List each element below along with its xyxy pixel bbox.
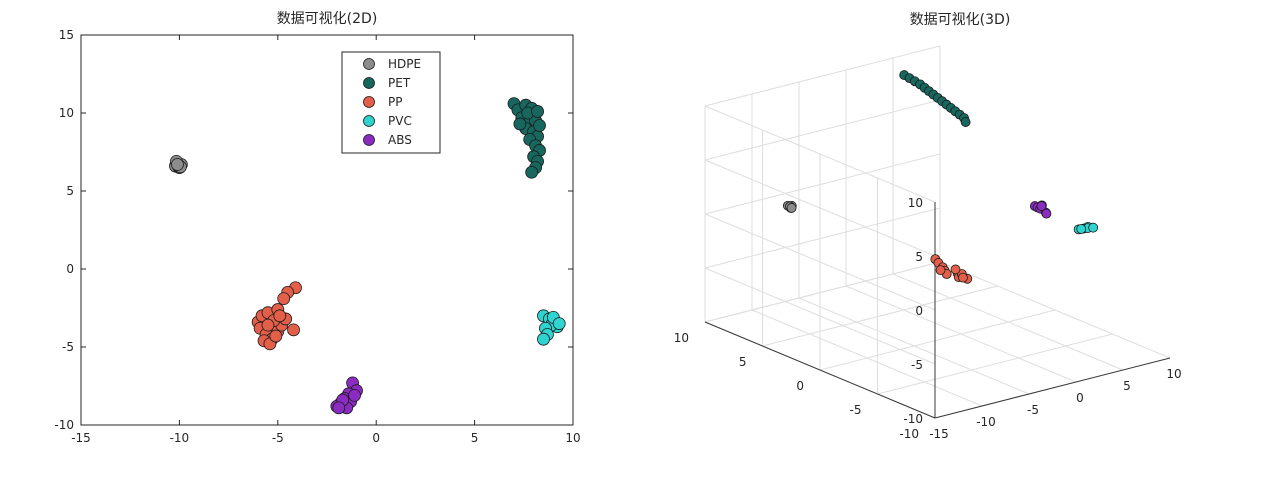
- data-point: [348, 388, 361, 402]
- series-abs: [1029, 200, 1052, 219]
- data-point: [287, 323, 300, 337]
- data-point: [1076, 224, 1087, 234]
- y-tick-label: -5: [850, 403, 862, 417]
- z-tick-label: -5: [911, 358, 923, 372]
- data-point: [332, 401, 346, 415]
- data-point: [935, 265, 946, 276]
- legend-entry: PP: [388, 95, 402, 109]
- floor-grid-line: [877, 333, 1113, 395]
- legend-marker: [363, 96, 375, 108]
- data-point: [960, 117, 971, 127]
- data-point: [1036, 201, 1047, 211]
- legend-entry: ABS: [388, 133, 412, 147]
- x-tick-label: 5: [1123, 379, 1131, 393]
- y-tick-label: 0: [796, 379, 804, 393]
- data-point: [786, 203, 797, 213]
- data-point: [950, 264, 961, 275]
- floor-grid-line: [819, 309, 1056, 371]
- data-point: [552, 317, 566, 331]
- chart-title-2d: 数据可视化(2D): [277, 11, 378, 27]
- y-tick-label: -10: [899, 427, 919, 441]
- z-tick-label: 0: [915, 304, 923, 318]
- series-hdpe: [782, 200, 797, 213]
- back-grid-line: [704, 207, 941, 269]
- data-point: [1088, 222, 1099, 233]
- floor-grid-line: [762, 285, 998, 347]
- side-grid-line: [704, 267, 936, 365]
- z-tick-label: 5: [915, 250, 923, 264]
- y-axis-line: [704, 321, 936, 419]
- x-tick-label: 10: [1166, 367, 1181, 381]
- x-tick-label: 0: [1076, 391, 1084, 405]
- data-point: [273, 309, 287, 323]
- z-tick-label: -10: [903, 412, 923, 426]
- x-axis-line: [934, 357, 1171, 419]
- side-grid-line: [704, 159, 936, 257]
- y-tick-label: 5: [66, 184, 74, 198]
- chart-title-3d: 数据可视化(3D): [910, 12, 1011, 28]
- series-pp: [251, 281, 302, 351]
- x-tick-label: 5: [471, 431, 479, 445]
- y-tick-label: 15: [59, 28, 74, 42]
- y-tick-label: -10: [54, 418, 74, 432]
- data-point: [261, 318, 275, 332]
- plot-area: [80, 34, 574, 426]
- scatter-3d-figure: -15 -10 -5 0 5 10 -10 -5 0 5 10 -10 -5 0 5 10 数据可视化(3D): [635, 0, 1269, 476]
- legend-2d: HDPE PET PP PVC ABS: [341, 51, 441, 154]
- y-tick-label: 10: [59, 106, 74, 120]
- data-point: [269, 329, 283, 343]
- legend-entry: PVC: [388, 114, 412, 128]
- legend-marker: [363, 134, 375, 146]
- side-grid-line: [704, 213, 936, 311]
- back-grid-line: [704, 261, 941, 323]
- back-grid-line: [704, 99, 941, 161]
- series-pet: [507, 97, 546, 179]
- series-pp: [930, 254, 973, 284]
- scatter-2d-figure: -15 -10 -5 0 5 10 -10 -5 0 5 10 15 数据可视化(2D) HDPE PET P…: [0, 0, 635, 476]
- legend-marker: [363, 77, 375, 89]
- series-pvc: [537, 309, 566, 346]
- x-tick-label: -5: [272, 431, 284, 445]
- legend-marker: [363, 58, 375, 70]
- x-tick-label: -10: [976, 415, 996, 429]
- series-abs: [330, 376, 363, 415]
- side-grid-line: [704, 105, 936, 203]
- x-tick-label: 10: [565, 431, 580, 445]
- series-hdpe: [169, 154, 188, 175]
- x-tick-label: -15: [929, 427, 949, 441]
- y-tick-label: 5: [739, 355, 747, 369]
- data-point: [513, 117, 527, 131]
- legend-entry: HDPE: [388, 57, 421, 71]
- x-tick-label: -15: [71, 431, 91, 445]
- x-tick-label: 0: [372, 431, 380, 445]
- data-point: [533, 119, 546, 132]
- data-point: [1041, 208, 1052, 219]
- series-pet: [899, 70, 971, 127]
- legend-entry: PET: [388, 76, 411, 90]
- x-tick-label: -5: [1027, 403, 1039, 417]
- y-tick-label: 10: [674, 331, 689, 345]
- data-point: [171, 158, 184, 171]
- scatter-2d-svg: -15 -10 -5 0 5 10-10-5051015数据可视化(2D)HDPEPETP…: [54, 11, 580, 445]
- data-point: [525, 165, 539, 179]
- back-grid-line: [704, 45, 941, 107]
- data-point: [958, 272, 968, 283]
- z-tick-label: 10: [908, 196, 923, 210]
- legend-box: [341, 51, 441, 154]
- data-point: [277, 292, 291, 306]
- y-tick-label: 0: [66, 262, 74, 276]
- x-tick-label: -10: [170, 431, 190, 445]
- y-tick-label: -5: [62, 340, 74, 354]
- scatter-3d-svg: -15 -10 -5 0 5 10 -10 -5 0 5 10 -10 -5 0 5 10 数据可视化(3D): [674, 12, 1182, 441]
- back-grid-line: [704, 153, 941, 215]
- legend-marker: [363, 115, 375, 127]
- series-pvc: [1073, 221, 1099, 235]
- data-point: [537, 332, 550, 346]
- data-point: [531, 105, 544, 118]
